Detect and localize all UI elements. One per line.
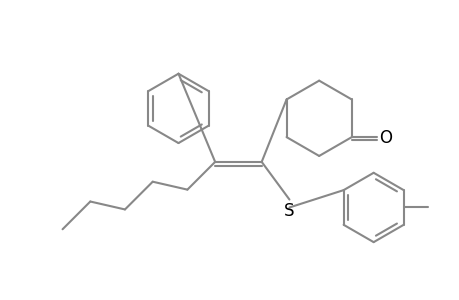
Text: O: O xyxy=(379,129,392,147)
Text: S: S xyxy=(284,202,294,220)
